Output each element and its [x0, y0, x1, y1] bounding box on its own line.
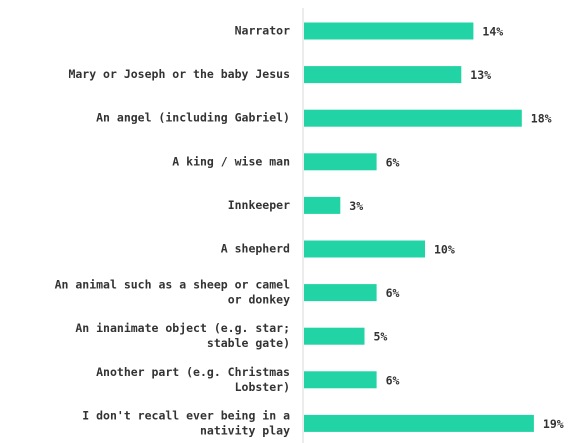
bar [304, 109, 522, 127]
bar [304, 240, 425, 258]
category-label: An animal such as a sheep or camel [55, 278, 290, 292]
bar [304, 22, 474, 40]
value-label: 5% [374, 330, 388, 344]
category-label: A king / wise man [172, 154, 290, 168]
bar [304, 153, 377, 171]
category-label: A shepherd [221, 242, 290, 256]
bar [304, 327, 365, 345]
category-label: Lobster) [235, 380, 290, 394]
value-label: 14% [482, 25, 503, 39]
category-label: Mary or Joseph or the baby Jesus [68, 67, 290, 81]
category-label: nativity play [200, 423, 290, 437]
category-label: Innkeeper [228, 198, 290, 212]
category-label: An inanimate object (e.g. star; [75, 321, 290, 335]
bar [304, 371, 377, 389]
bar [304, 284, 377, 302]
value-label: 6% [386, 155, 400, 169]
bar [304, 414, 534, 432]
category-label: or donkey [228, 293, 290, 307]
value-labels-group: 14% 13% 18% 6% 3% 10% 6% 5% 6% 19% [349, 25, 563, 431]
value-label: 3% [349, 199, 363, 213]
bar [304, 196, 341, 214]
bars-group [304, 22, 534, 432]
category-label: An angel (including Gabriel) [96, 111, 290, 125]
value-label: 13% [470, 68, 491, 82]
value-label: 6% [386, 286, 400, 300]
bar [304, 66, 462, 84]
value-label: 10% [434, 243, 455, 257]
category-label: stable gate) [207, 336, 290, 350]
value-label: 19% [543, 417, 564, 431]
category-labels-group: Narrator Mary or Joseph or the baby Jesus… [55, 24, 290, 438]
value-label: 6% [386, 373, 400, 387]
category-label: I don't recall ever being in a [82, 408, 290, 422]
category-label: Narrator [235, 24, 290, 38]
category-label: Another part (e.g. Christmas [96, 365, 290, 379]
value-label: 18% [531, 112, 552, 126]
